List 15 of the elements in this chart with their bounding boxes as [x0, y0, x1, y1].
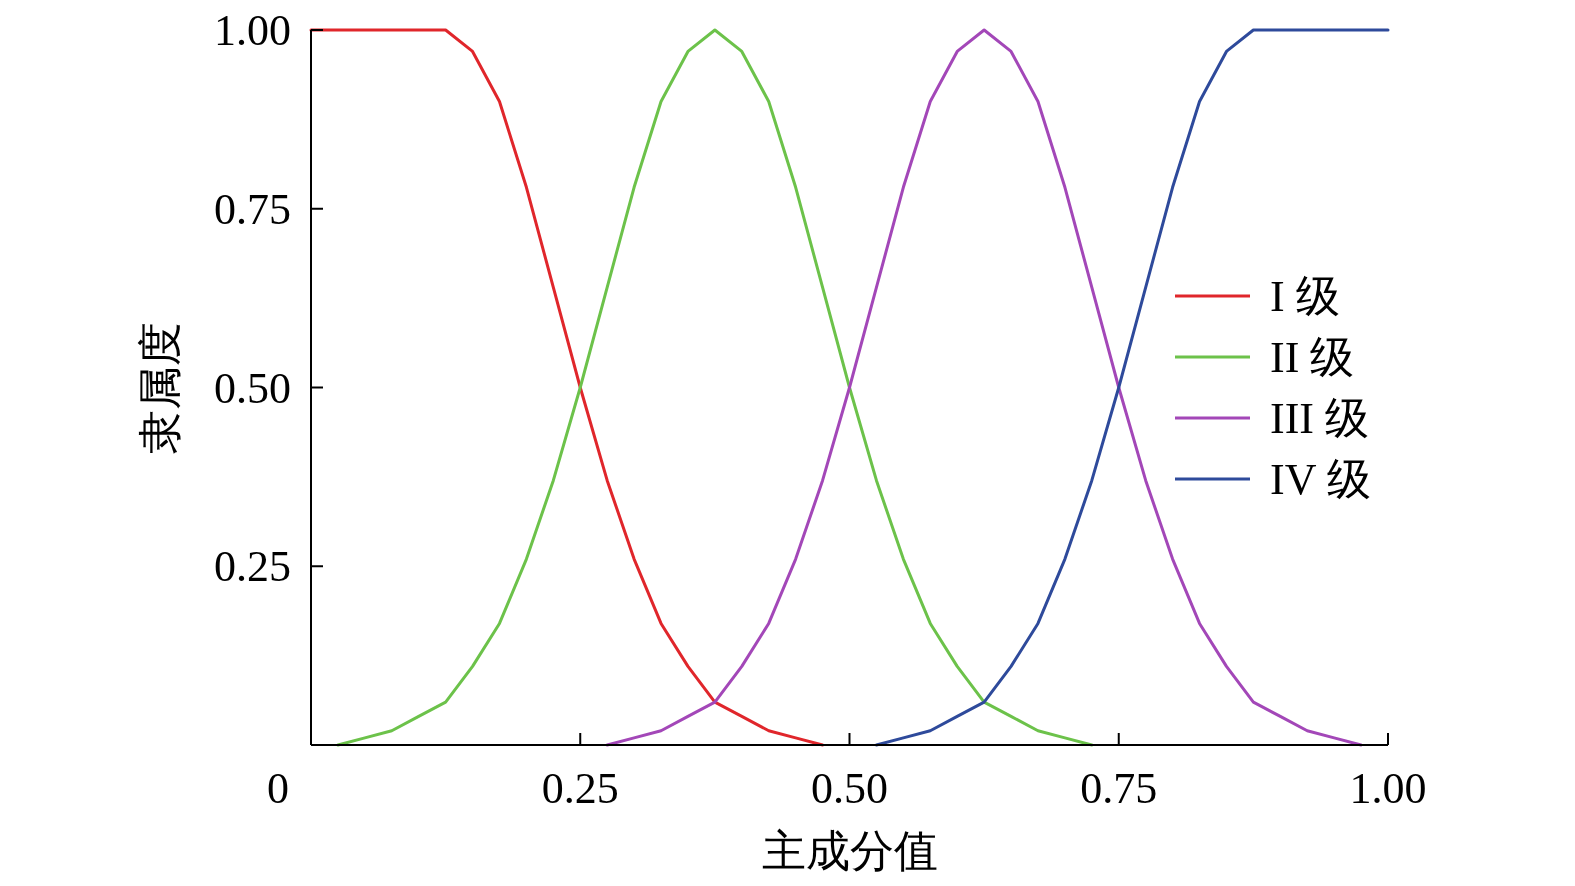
legend-label: IV 级: [1270, 455, 1371, 504]
y-axis-title: 隶属度: [136, 321, 185, 454]
x-tick-label: 0.25: [541, 764, 619, 813]
x-tick-label: 1.00: [1349, 764, 1427, 813]
y-tick-label: 0.50: [214, 363, 291, 413]
legend-label: I 级: [1270, 272, 1340, 321]
y-tick-label: 0.75: [214, 184, 291, 234]
x-tick-label: 0.75: [1080, 764, 1158, 813]
y-tick-label: 1.00: [214, 6, 291, 55]
legend-label: III 级: [1270, 394, 1369, 443]
x-tick-label: 0.50: [811, 764, 888, 813]
legend-label: II 级: [1270, 333, 1355, 382]
x-axis-title: 主成分值: [761, 827, 938, 876]
y-tick-label: 0.25: [214, 542, 291, 592]
x-tick-label: 0: [267, 764, 289, 813]
